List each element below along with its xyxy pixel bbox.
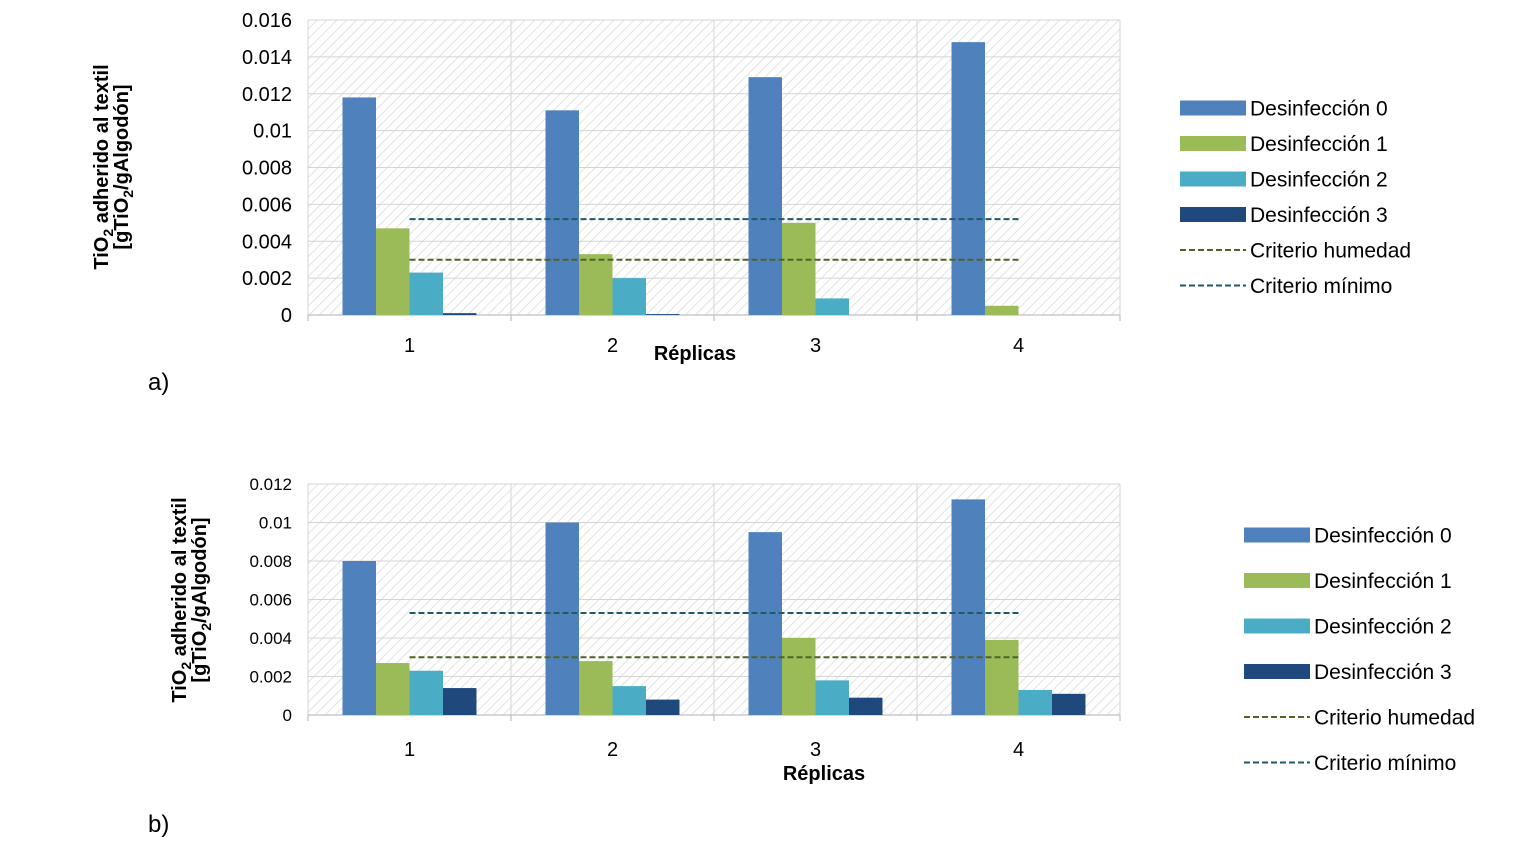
y-tick-label: 0.002 (249, 667, 292, 686)
bar-desinfección-1-3 (782, 638, 816, 715)
y-tick-label: 0.002 (242, 268, 292, 290)
legend-label: Desinfección 2 (1250, 169, 1388, 192)
legend-swatch (1244, 618, 1310, 634)
legend-label: Desinfección 3 (1250, 204, 1388, 227)
legend-swatch (1180, 171, 1246, 187)
legend-label: Desinfección 3 (1314, 661, 1452, 684)
y-tick-label: 0.008 (249, 552, 292, 571)
bar-desinfección-3-2 (645, 699, 680, 715)
x-tick-label: 1 (404, 335, 415, 357)
bar-desinfección-1-1 (376, 228, 410, 315)
bar-desinfección-1-4 (985, 305, 1019, 315)
x-tick-label: 2 (607, 335, 618, 357)
y-axis-title-part: adherido al textil (169, 497, 191, 661)
bar-desinfección-0-1 (342, 97, 377, 315)
y-tick-label: 0 (283, 706, 292, 725)
y-axis-title-line1: TiO2 adherido al textil (91, 64, 116, 269)
y-axis-title-subscript: 2 (198, 623, 214, 631)
legend: Desinfección 0 Desinfección 1 Desinfección… (1244, 525, 1475, 775)
legend-swatch (1180, 136, 1246, 151)
y-tick-label: 0.014 (242, 47, 292, 69)
legend-label: Desinfección 1 (1314, 570, 1452, 593)
y-tick-label: 0.008 (242, 158, 292, 180)
y-axis-title-line2: [gTiO2/gAlgodón] (189, 517, 214, 682)
bar-desinfección-3-3 (848, 697, 883, 715)
y-axis-title-part: adherido al textil (91, 64, 113, 228)
x-tick-label: 4 (1013, 739, 1024, 761)
panel-label-b: b) (148, 811, 169, 838)
y-axis-title-subscript: 2 (100, 229, 116, 237)
x-tick-label: 4 (1013, 335, 1024, 357)
x-tick-label: 2 (607, 739, 618, 761)
y-tick-label: 0.016 (242, 10, 292, 32)
bar-desinfección-0-4 (951, 42, 986, 315)
y-axis-title-part: /gAlgodón] (111, 84, 133, 190)
y-axis-title-part: TiO (91, 237, 113, 270)
y-axis-title-subscript: 2 (120, 190, 136, 198)
bar-desinfección-1-2 (579, 254, 613, 315)
legend-label: Desinfección 1 (1250, 133, 1388, 156)
legend-label: Desinfección 2 (1314, 616, 1452, 639)
bar-desinfección-0-4 (951, 499, 986, 715)
legend-swatch (1180, 100, 1246, 116)
chart-panel-b: 0 0.002 0.004 0.006 0.008 0.01 0.012 1 2 3 4 Réplic… (169, 475, 1475, 785)
legend-swatch (1244, 527, 1310, 543)
panel-label-a: a) (148, 369, 169, 396)
y-tick-label: 0.01 (259, 513, 292, 532)
y-tick-label: 0.012 (242, 84, 292, 106)
legend: Desinfección 0 Desinfección 1 Desinfección… (1180, 98, 1411, 298)
y-tick-label: 0.012 (249, 475, 292, 494)
bar-desinfección-2-1 (409, 272, 443, 315)
chart-panel-a: 0 0.002 0.004 0.006 0.008 0.01 0.012 0.014 0.016… (91, 10, 1411, 365)
legend-label: Criterio humedad (1250, 240, 1411, 263)
x-axis-title: Réplicas (654, 343, 736, 365)
bar-desinfección-2-1 (409, 670, 443, 715)
y-tick-label: 0 (281, 305, 292, 327)
bar-desinfección-3-1 (442, 688, 477, 715)
y-tick-label: 0.004 (249, 629, 292, 648)
x-axis-title: Réplicas (783, 763, 865, 785)
legend-label: Criterio mínimo (1250, 275, 1392, 298)
bar-desinfección-2-3 (815, 680, 849, 715)
bar-desinfección-2-2 (612, 686, 646, 715)
bar-desinfección-1-2 (579, 661, 613, 715)
bar-desinfección-0-2 (545, 110, 580, 315)
y-axis-title-part: TiO (169, 670, 191, 703)
bar-desinfección-3-4 (1051, 693, 1086, 715)
bar-desinfección-0-1 (342, 561, 377, 715)
legend-swatch (1244, 573, 1310, 588)
bar-desinfección-2-3 (815, 298, 849, 315)
bar-desinfección-1-1 (376, 663, 410, 715)
bar-desinfección-1-3 (782, 222, 816, 315)
legend-label: Desinfección 0 (1314, 525, 1452, 548)
bar-desinfección-3-2 (645, 314, 680, 315)
y-axis-title-part: [gTiO (111, 198, 133, 250)
y-tick-label: 0.006 (249, 590, 292, 609)
bar-desinfección-0-3 (748, 532, 783, 715)
x-tick-label: 3 (810, 739, 821, 761)
legend-label: Desinfección 0 (1250, 98, 1388, 121)
y-axis-title-part: /gAlgodón] (189, 517, 211, 623)
legend-label: Criterio mínimo (1314, 752, 1456, 775)
x-tick-label: 3 (810, 335, 821, 357)
y-tick-label: 0.01 (253, 121, 292, 143)
y-tick-label: 0.004 (242, 231, 292, 253)
legend-swatch (1244, 664, 1310, 679)
y-tick-label: 0.006 (242, 194, 292, 216)
bar-desinfección-3-1 (442, 313, 477, 315)
legend-swatch (1180, 207, 1246, 222)
y-axis-title-line1: TiO2 adherido al textil (169, 497, 194, 702)
legend-label: Criterio humedad (1314, 707, 1475, 730)
bar-desinfección-0-3 (748, 77, 783, 315)
y-axis-title-part: [gTiO (189, 631, 211, 683)
bar-desinfección-1-4 (985, 639, 1019, 715)
bar-desinfección-2-4 (1018, 689, 1052, 715)
y-axis-title-line2: [gTiO2/gAlgodón] (111, 84, 136, 249)
bar-desinfección-0-2 (545, 522, 580, 715)
y-axis-title-subscript: 2 (178, 662, 194, 670)
bar-desinfección-2-2 (612, 278, 646, 315)
x-tick-label: 1 (404, 739, 415, 761)
